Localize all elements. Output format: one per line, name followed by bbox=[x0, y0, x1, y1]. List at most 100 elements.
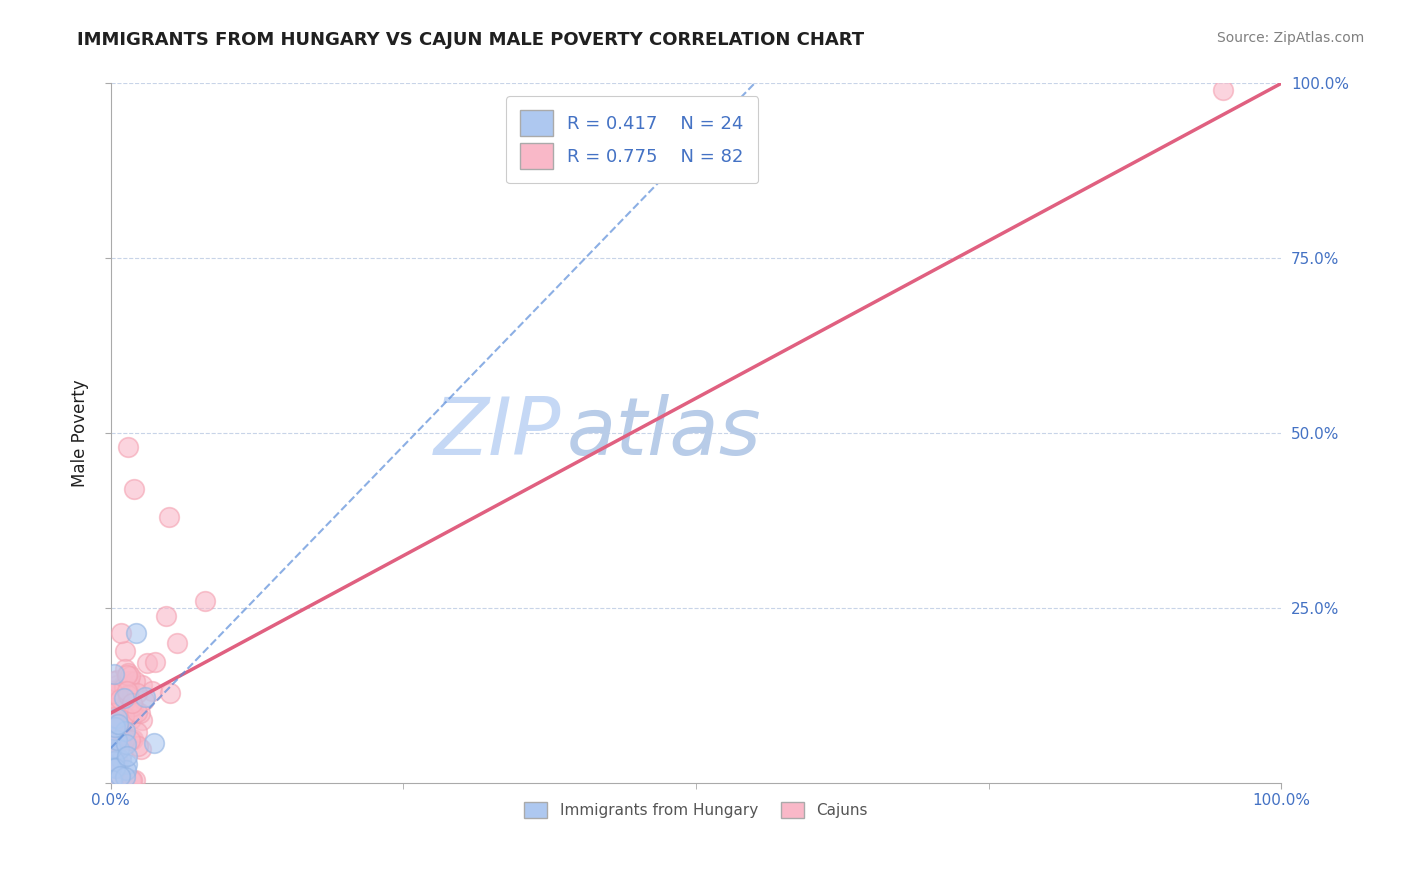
Point bbox=[100, 760, 122, 774]
Point bbox=[121, 772, 143, 787]
Point bbox=[100, 684, 122, 698]
Point bbox=[107, 756, 129, 770]
Point bbox=[124, 626, 146, 640]
Point bbox=[100, 742, 122, 756]
Point bbox=[117, 666, 139, 681]
Point bbox=[143, 655, 166, 669]
Point bbox=[114, 643, 136, 657]
Point bbox=[108, 720, 131, 734]
Point bbox=[111, 714, 134, 728]
Point bbox=[104, 731, 127, 746]
Point bbox=[103, 724, 125, 739]
Point bbox=[114, 723, 136, 738]
Point bbox=[122, 731, 145, 746]
Point bbox=[105, 711, 128, 725]
Point bbox=[136, 656, 159, 670]
Point bbox=[115, 763, 138, 777]
Point bbox=[108, 692, 131, 706]
Point bbox=[103, 709, 125, 723]
Point bbox=[118, 673, 141, 688]
Point bbox=[107, 716, 129, 731]
Point bbox=[121, 698, 143, 712]
Point bbox=[101, 686, 124, 700]
Text: IMMIGRANTS FROM HUNGARY VS CAJUN MALE POVERTY CORRELATION CHART: IMMIGRANTS FROM HUNGARY VS CAJUN MALE PO… bbox=[77, 31, 865, 49]
Point bbox=[107, 728, 129, 742]
Point bbox=[134, 690, 156, 705]
Point bbox=[121, 696, 143, 710]
Text: ZIP: ZIP bbox=[434, 394, 561, 472]
Point bbox=[166, 636, 188, 650]
Text: Source: ZipAtlas.com: Source: ZipAtlas.com bbox=[1216, 31, 1364, 45]
Point bbox=[101, 701, 124, 715]
Point bbox=[108, 769, 131, 783]
Point bbox=[105, 751, 128, 765]
Point bbox=[124, 673, 146, 688]
Point bbox=[112, 680, 135, 694]
Point bbox=[132, 693, 155, 707]
Point bbox=[105, 733, 128, 747]
Point bbox=[100, 730, 122, 744]
Point bbox=[110, 626, 132, 640]
Point bbox=[104, 696, 127, 710]
Point bbox=[157, 510, 180, 524]
Point bbox=[122, 698, 145, 713]
Point bbox=[131, 713, 153, 727]
Point bbox=[155, 608, 177, 623]
Point bbox=[105, 678, 128, 692]
Point bbox=[111, 732, 134, 747]
Point bbox=[104, 761, 127, 775]
Point bbox=[101, 751, 124, 765]
Point bbox=[127, 739, 149, 754]
Point bbox=[101, 755, 124, 769]
Point bbox=[117, 711, 139, 725]
Point bbox=[112, 677, 135, 691]
Point bbox=[121, 732, 143, 747]
Point bbox=[125, 724, 148, 739]
Point bbox=[159, 686, 181, 700]
Point bbox=[118, 669, 141, 683]
Point bbox=[114, 732, 136, 747]
Point bbox=[122, 706, 145, 721]
Point bbox=[141, 684, 163, 698]
Point bbox=[118, 733, 141, 747]
Point bbox=[120, 772, 142, 787]
Point bbox=[103, 693, 125, 707]
Point bbox=[115, 737, 138, 751]
Point bbox=[104, 744, 127, 758]
Point bbox=[105, 718, 128, 732]
Point bbox=[110, 753, 132, 767]
Point bbox=[124, 772, 146, 787]
Point bbox=[117, 688, 139, 702]
Point bbox=[129, 742, 152, 756]
Point bbox=[104, 720, 127, 734]
Point bbox=[194, 593, 217, 607]
Point bbox=[101, 706, 124, 721]
Point bbox=[103, 714, 125, 729]
Point bbox=[131, 677, 153, 691]
Point bbox=[100, 772, 122, 787]
Point bbox=[103, 724, 125, 739]
Point bbox=[120, 712, 142, 726]
Point bbox=[115, 757, 138, 772]
Point bbox=[143, 736, 166, 750]
Point bbox=[103, 712, 125, 726]
Point bbox=[105, 721, 128, 735]
Point bbox=[114, 662, 136, 676]
Point bbox=[104, 772, 127, 787]
Point bbox=[111, 746, 134, 760]
Point bbox=[112, 690, 135, 705]
Point bbox=[112, 708, 135, 723]
Point bbox=[117, 440, 139, 454]
Point bbox=[103, 666, 125, 681]
Point bbox=[107, 742, 129, 756]
Point bbox=[100, 684, 122, 698]
Point bbox=[104, 674, 127, 689]
Point bbox=[103, 754, 125, 768]
Point bbox=[117, 677, 139, 691]
Point bbox=[117, 683, 139, 698]
Point bbox=[115, 749, 138, 764]
Y-axis label: Male Poverty: Male Poverty bbox=[72, 379, 89, 487]
Point bbox=[112, 711, 135, 725]
Point bbox=[1212, 83, 1234, 97]
Point bbox=[115, 668, 138, 682]
